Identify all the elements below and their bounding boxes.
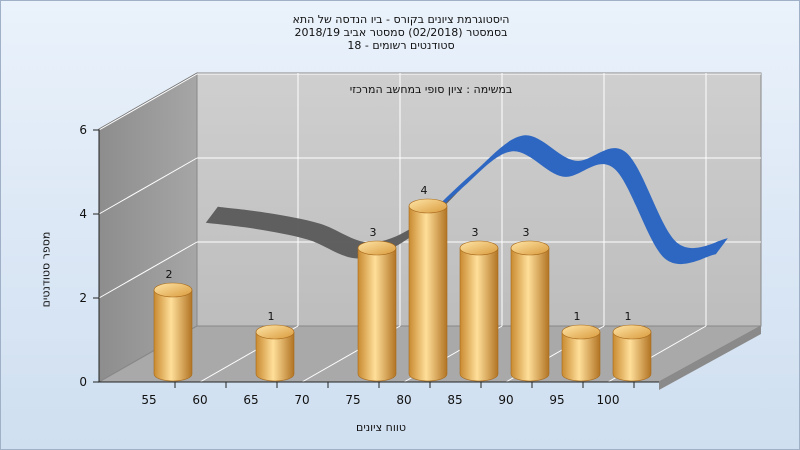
bar-value-label: 3 xyxy=(472,226,479,239)
trend-ribbon-blue xyxy=(409,135,728,265)
bar-top xyxy=(255,324,295,340)
bar-value-label: 1 xyxy=(574,310,581,323)
y-axis-title: מספר סטודנטים xyxy=(39,231,53,308)
y-tick-label: 6 xyxy=(79,123,87,137)
chart-title-line-1: היסטוגרמת ציונים בקורס - ביו הנדסה של הת… xyxy=(292,13,510,26)
bar-value-label: 2 xyxy=(166,268,173,281)
y-tick-label: 4 xyxy=(79,207,87,221)
bar-body xyxy=(459,247,499,382)
x-tick-label: 70 xyxy=(294,393,309,407)
bar-body xyxy=(357,247,397,382)
bar-top xyxy=(408,198,448,214)
chart-annotation: במשימה : ציון סופי במחשב המרכזי xyxy=(349,83,513,96)
trend-ribbon xyxy=(205,135,728,265)
bar-body xyxy=(612,331,652,382)
bar-body xyxy=(255,331,295,382)
bar-top xyxy=(153,282,193,298)
chart-title-line-3: סטודנטים רשומים - 18 xyxy=(347,39,455,52)
bar-body xyxy=(561,331,601,382)
bar-75: 3 xyxy=(357,226,397,382)
x-tick-label: 80 xyxy=(396,393,411,407)
bars: 2 1 3 4 3 3 1 1 xyxy=(153,184,652,382)
bar-100: 1 xyxy=(612,310,652,382)
x-tick-label: 95 xyxy=(549,393,564,407)
bar-top xyxy=(561,324,601,340)
x-tick-label: 85 xyxy=(447,393,462,407)
bar-body xyxy=(153,289,193,382)
bar-85: 3 xyxy=(459,226,499,382)
x-axis-title: טווח ציונים xyxy=(356,421,406,434)
side-gridline xyxy=(98,241,198,299)
bar-95: 1 xyxy=(561,310,601,382)
bar-value-label: 3 xyxy=(523,226,530,239)
x-tick-label: 65 xyxy=(243,393,258,407)
bar-body xyxy=(408,205,448,382)
side-gridline xyxy=(98,73,198,131)
bar-top xyxy=(357,240,397,256)
bar-value-label: 3 xyxy=(370,226,377,239)
x-tick-label: 100 xyxy=(597,393,620,407)
bar-body xyxy=(510,247,550,382)
y-tick-label: 2 xyxy=(79,291,87,305)
bar-top xyxy=(612,324,652,340)
chart-title-line-2: בסמסטר (02/2018) סמסטר אביב 2018/19 xyxy=(294,26,508,39)
bar-value-label: 1 xyxy=(625,310,632,323)
x-tick-label: 55 xyxy=(141,393,156,407)
x-tick-label: 60 xyxy=(192,393,207,407)
bar-55: 2 xyxy=(153,268,193,382)
y-tick-label: 0 xyxy=(79,375,87,389)
axes: 0 2 4 6 55 60 65 70 75 80 85 90 95 100 xyxy=(79,123,659,407)
bar-top xyxy=(459,240,499,256)
x-tick-label: 75 xyxy=(345,393,360,407)
bar-90: 3 xyxy=(510,226,550,382)
bar-80: 4 xyxy=(408,184,448,382)
bar-value-label: 4 xyxy=(421,184,428,197)
side-gridline xyxy=(98,157,198,215)
floor-edge xyxy=(659,326,761,390)
trend-ribbon-gray xyxy=(205,173,473,259)
bar-value-label: 1 xyxy=(268,310,275,323)
bar-top xyxy=(510,240,550,256)
bar-65: 1 xyxy=(255,310,295,382)
x-tick-label: 90 xyxy=(498,393,513,407)
